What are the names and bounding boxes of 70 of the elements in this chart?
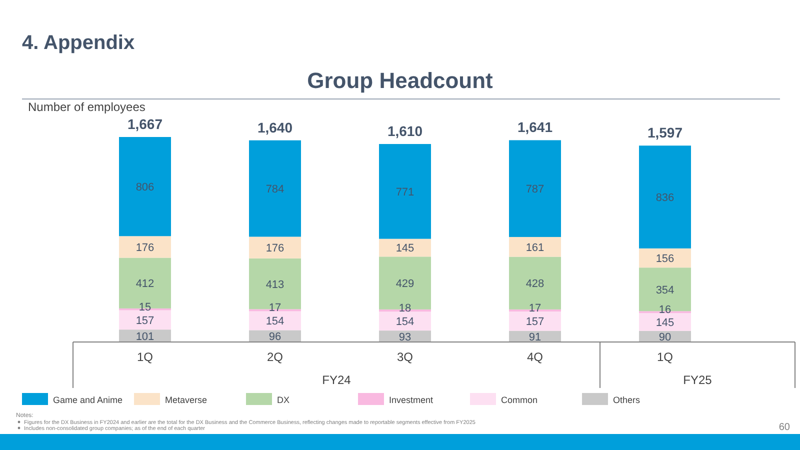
bar bbox=[379, 312, 431, 331]
data-label: 101 bbox=[136, 330, 154, 343]
text: FY24 bbox=[322, 373, 352, 387]
data-label: 784 bbox=[266, 184, 284, 196]
data-label: 176 bbox=[136, 242, 154, 254]
bar bbox=[119, 236, 171, 258]
bar bbox=[509, 140, 561, 237]
bar bbox=[509, 256, 561, 310]
data-label: 154 bbox=[266, 316, 284, 328]
data-label: 412 bbox=[136, 278, 154, 290]
x-tick-label: 3Q bbox=[396, 350, 414, 364]
data-label: 156 bbox=[656, 253, 674, 266]
data-label: 771 bbox=[396, 186, 414, 198]
bar bbox=[509, 236, 561, 257]
data-label: 145 bbox=[396, 242, 414, 255]
data-label: 429 bbox=[396, 278, 414, 290]
bar bbox=[249, 236, 301, 258]
data-label: 16 bbox=[658, 304, 672, 316]
bar bbox=[119, 310, 171, 330]
legend-label: Game and Anime bbox=[53, 395, 123, 405]
legend-label: Common bbox=[501, 395, 538, 405]
bar bbox=[639, 248, 691, 268]
bar bbox=[639, 146, 691, 248]
bar bbox=[249, 311, 301, 330]
data-label: 836 bbox=[656, 192, 674, 204]
data-label: 413 bbox=[266, 278, 284, 291]
data-label: 93 bbox=[398, 331, 412, 344]
legend-label: Others bbox=[613, 395, 641, 405]
total-label: 1,610 bbox=[387, 123, 423, 140]
data-label: 154 bbox=[396, 316, 414, 328]
data-label: 91 bbox=[528, 331, 542, 344]
data-label: 354 bbox=[656, 284, 674, 296]
bar bbox=[639, 313, 691, 331]
x-tick-label: 4Q bbox=[526, 350, 544, 364]
text: 4. Appendix bbox=[22, 32, 135, 54]
data-label: 145 bbox=[656, 317, 674, 330]
data-label: 18 bbox=[398, 302, 412, 314]
total-label: 1,640 bbox=[257, 119, 293, 136]
bar bbox=[379, 144, 431, 239]
data-label: 176 bbox=[266, 242, 284, 255]
bar bbox=[119, 137, 171, 236]
data-label: 157 bbox=[526, 316, 544, 328]
data-label: 428 bbox=[526, 278, 544, 290]
y-axis-title: Number of employees bbox=[28, 100, 146, 114]
total-label: 1,641 bbox=[517, 119, 553, 136]
data-label: 787 bbox=[526, 184, 544, 196]
text: 60 bbox=[778, 422, 790, 433]
data-label: 161 bbox=[526, 242, 544, 254]
data-label: 157 bbox=[136, 314, 154, 327]
chart-title: Group Headcount bbox=[307, 68, 494, 93]
bar bbox=[639, 268, 691, 312]
data-label: 17 bbox=[268, 302, 282, 314]
data-label: 17 bbox=[528, 302, 542, 314]
x-tick-label: 1Q bbox=[656, 350, 674, 364]
legend-label: DX bbox=[277, 395, 290, 405]
data-label: 806 bbox=[136, 182, 154, 194]
total-label: 1,667 bbox=[127, 116, 163, 132]
legend-label: Investment bbox=[389, 395, 434, 405]
total-label: 1,597 bbox=[647, 124, 683, 141]
x-tick-label: 1Q bbox=[136, 350, 154, 364]
bar bbox=[249, 258, 301, 310]
legend-label: Metaverse bbox=[165, 395, 208, 405]
text: FY25 bbox=[683, 373, 712, 387]
x-tick-label: 2Q bbox=[266, 350, 284, 364]
data-label: 96 bbox=[268, 331, 282, 344]
bar bbox=[509, 312, 561, 331]
data-label: 90 bbox=[658, 331, 672, 344]
bar bbox=[379, 238, 431, 257]
bar bbox=[249, 140, 301, 237]
data-label: 15 bbox=[138, 301, 152, 314]
